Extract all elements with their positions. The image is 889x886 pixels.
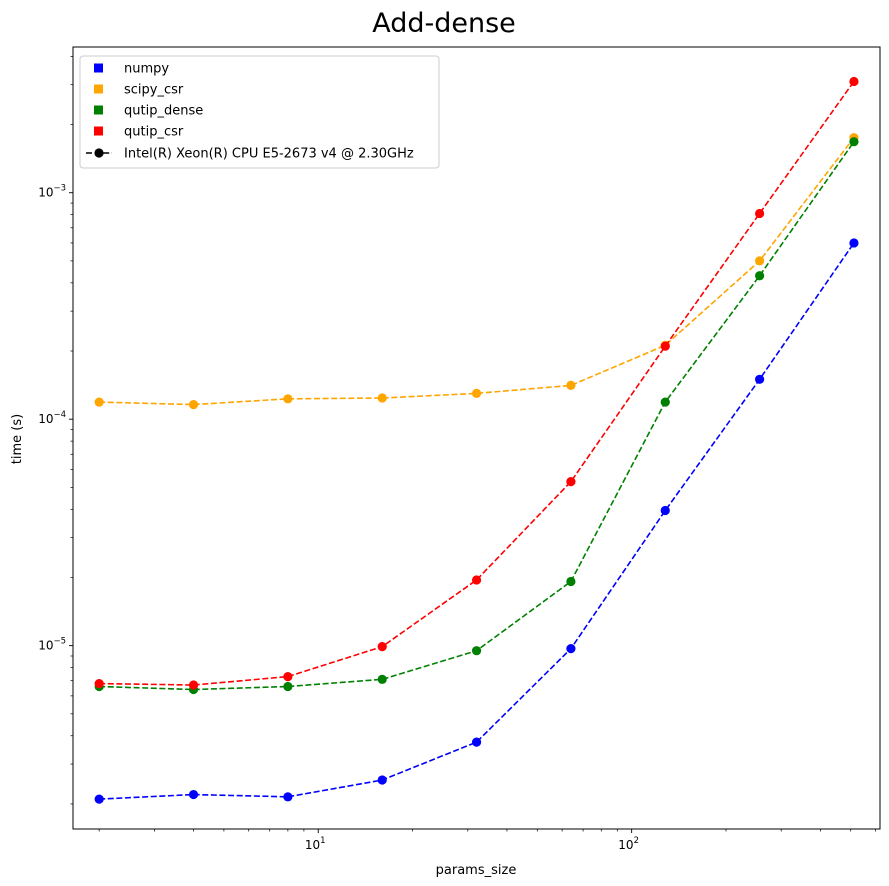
data-point bbox=[660, 397, 670, 407]
legend-marker-qutip_dense bbox=[94, 105, 103, 115]
data-point bbox=[566, 644, 576, 654]
x-tick-label: 102 bbox=[618, 836, 639, 852]
data-point bbox=[188, 789, 199, 800]
y-axis: 10−5 10−4 10−3 bbox=[38, 56, 73, 805]
data-point bbox=[471, 388, 482, 398]
data-point bbox=[566, 477, 576, 487]
data-point bbox=[283, 394, 293, 404]
data-point bbox=[188, 680, 199, 690]
data-point bbox=[471, 737, 482, 747]
legend-box bbox=[79, 55, 440, 169]
data-point bbox=[377, 775, 387, 785]
y-axis-label: time (s) bbox=[10, 414, 25, 464]
series-line-qutip_dense bbox=[99, 141, 855, 691]
data-point bbox=[283, 671, 293, 682]
data-point bbox=[849, 238, 859, 248]
data-point bbox=[849, 137, 859, 147]
data-point bbox=[849, 76, 859, 87]
legend-marker-qutip_csr bbox=[94, 126, 103, 136]
y-tick-label: 10−5 bbox=[38, 637, 66, 653]
data-point bbox=[660, 505, 670, 516]
legend-marker-scipy_csr bbox=[94, 84, 103, 94]
data-point bbox=[566, 576, 576, 587]
series-numpy bbox=[94, 238, 859, 804]
data-point bbox=[94, 678, 104, 689]
legend-label-qutip_dense: qutip_dense bbox=[124, 104, 203, 119]
x-axis: 101 102 bbox=[98, 829, 876, 852]
data-point bbox=[755, 256, 765, 266]
y-tick-label: 10−3 bbox=[38, 184, 66, 200]
series-line-scipy_csr bbox=[99, 137, 855, 406]
data-point bbox=[188, 399, 199, 410]
data-point bbox=[471, 646, 482, 656]
data-point bbox=[471, 575, 482, 585]
series-qutip_csr bbox=[94, 76, 859, 690]
legend: numpy scipy_csr qutip_dense qutip_csr Intel(… bbox=[79, 55, 440, 169]
legend-label-cpu: Intel(R) Xeon(R) CPU E5-2673 v4 @ 2.30GH… bbox=[124, 147, 414, 162]
data-point bbox=[660, 341, 670, 351]
data-point bbox=[283, 681, 293, 692]
data-point bbox=[755, 374, 765, 384]
x-axis-label: params_size bbox=[436, 863, 517, 878]
series-qutip_dense bbox=[94, 137, 859, 695]
data-point bbox=[377, 642, 387, 652]
chart-title: Add-dense bbox=[372, 8, 516, 39]
data-point bbox=[377, 674, 387, 684]
x-tick-label: 101 bbox=[305, 836, 326, 852]
plot-area bbox=[94, 76, 859, 804]
axes-frame bbox=[72, 46, 881, 830]
legend-label-numpy: numpy bbox=[124, 62, 169, 77]
data-point bbox=[283, 792, 293, 802]
series-line-numpy bbox=[99, 242, 855, 800]
data-point bbox=[755, 271, 765, 281]
legend-label-scipy_csr: scipy_csr bbox=[124, 83, 184, 98]
legend-label-qutip_csr: qutip_csr bbox=[124, 125, 184, 140]
data-point bbox=[94, 397, 104, 407]
legend-marker-cpu bbox=[94, 148, 104, 158]
series-line-qutip_csr bbox=[99, 80, 855, 686]
y-tick-label: 10−4 bbox=[38, 410, 66, 426]
data-point bbox=[566, 380, 576, 390]
data-point bbox=[377, 393, 387, 403]
data-point bbox=[94, 794, 104, 804]
legend-marker-numpy bbox=[94, 63, 103, 73]
data-point bbox=[755, 208, 765, 219]
series-scipy_csr bbox=[94, 133, 859, 410]
